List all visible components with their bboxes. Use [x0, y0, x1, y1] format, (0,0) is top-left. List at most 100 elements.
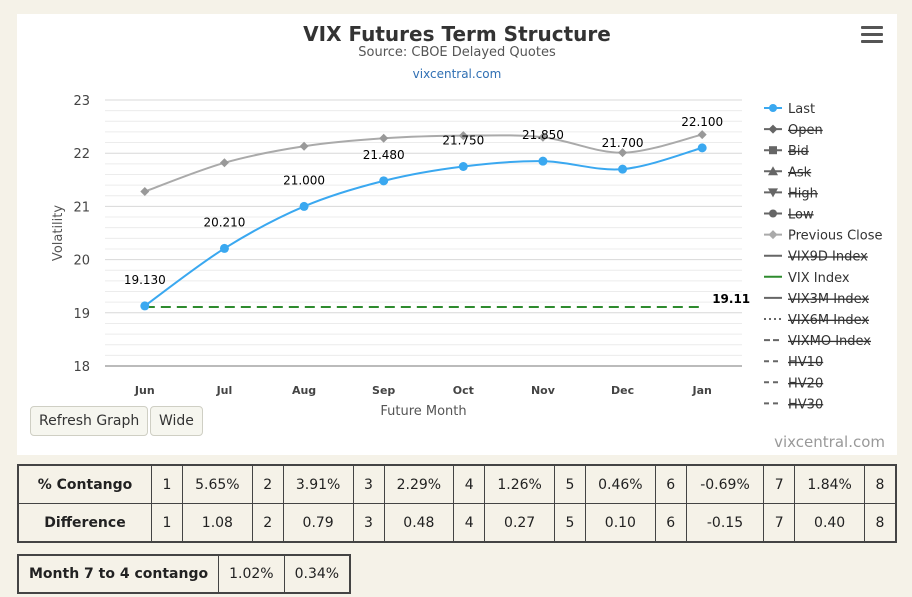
value-cell: 1.26%: [484, 464, 555, 504]
vix-index-label: 19.11: [712, 292, 750, 306]
legend-item-last[interactable]: Last: [764, 102, 815, 117]
value-cell: -0.15: [685, 503, 765, 543]
legend-item-high[interactable]: High: [764, 186, 818, 201]
legend-item-low[interactable]: Low: [764, 208, 814, 223]
value-cell: 1.84%: [794, 464, 865, 504]
y-tick-label: 20: [73, 254, 90, 269]
chart-title: VIX Futures Term Structure: [303, 22, 611, 46]
data-label: 21.700: [602, 136, 644, 150]
row-label: Difference: [17, 503, 152, 543]
last-point: [299, 201, 309, 211]
value-cell: 0.27: [484, 503, 555, 543]
legend-item-vix3m-index[interactable]: VIX3M Index: [764, 292, 869, 307]
value-cell: 0.40: [794, 503, 865, 543]
legend-label: Bid: [788, 144, 809, 159]
month-number-cell: 1: [151, 464, 183, 504]
month-number-cell: 2: [251, 464, 284, 504]
refresh-graph-button[interactable]: Refresh Graph: [30, 406, 149, 436]
legend-item-vix9d-index[interactable]: VIX9D Index: [764, 250, 868, 265]
legend-marker: [768, 124, 778, 134]
chart-subtitle: Source: CBOE Delayed Quotes: [358, 45, 556, 60]
previous-close-point: [379, 133, 389, 143]
last-point: [379, 176, 389, 186]
legend-item-hv10[interactable]: HV10: [764, 355, 823, 370]
legend-label: HV30: [788, 397, 823, 412]
legend-label: Last: [788, 102, 815, 117]
last-point: [538, 156, 548, 166]
y-tick-label: 18: [73, 360, 90, 375]
legend-marker: [768, 188, 778, 198]
value-cell: -0.69%: [685, 464, 765, 504]
data-label: 22.100: [681, 115, 723, 129]
month-number-cell: 3: [352, 464, 385, 504]
legend-item-vix-index[interactable]: VIX Index: [764, 271, 850, 286]
chart-panel: VIX Futures Term Structure Source: CBOE …: [17, 14, 897, 455]
row-label: % Contango: [17, 464, 152, 504]
table-row: Month 7 to 4 contango 1.02% 0.34%: [17, 554, 351, 594]
x-tick-label: Oct: [453, 384, 474, 397]
y-tick-label: 21: [73, 200, 90, 215]
last-point: [618, 164, 628, 174]
hamburger-menu-icon[interactable]: [861, 26, 883, 44]
month-number-cell: 2: [251, 503, 284, 543]
data-label: 20.210: [203, 215, 245, 229]
y-axis-title: Volatility: [51, 205, 66, 261]
previous-close-point: [697, 130, 707, 140]
site-link[interactable]: vixcentral.com: [412, 67, 502, 81]
legend-label: HV10: [788, 355, 823, 370]
legend-label: Ask: [788, 165, 812, 180]
legend-label: VIX3M Index: [788, 292, 869, 307]
legend-label: VIX9D Index: [788, 250, 868, 265]
legend-label: VIXMO Index: [788, 334, 871, 349]
x-tick-label: Jul: [216, 384, 233, 397]
month74-value-2: 0.34%: [283, 554, 351, 594]
x-tick-label: Aug: [292, 384, 316, 397]
legend-marker: [769, 146, 777, 155]
x-tick-label: Sep: [372, 384, 395, 397]
legend-item-vixmo-index[interactable]: VIXMO Index: [764, 334, 871, 349]
x-tick-label: Jan: [692, 384, 712, 397]
month-number-cell: 7: [763, 503, 796, 543]
month-number-cell: 7: [763, 464, 796, 504]
previous-close-point: [140, 187, 150, 197]
legend-item-open[interactable]: Open: [764, 123, 823, 138]
table-row: Difference 1 1.08 2 0.79 3 0.48 4 0.27 5 0.10 6 -0.1…: [17, 503, 897, 543]
last-point: [697, 143, 707, 153]
legend-item-hv30[interactable]: HV30: [764, 397, 823, 412]
table-row: % Contango 1 5.65% 2 3.91% 3 2.29% 4 1.26% 5 0.46%…: [17, 464, 897, 504]
legend-item-ask[interactable]: Ask: [764, 165, 812, 180]
x-tick-label: Nov: [531, 384, 556, 397]
legend-label: Previous Close: [788, 229, 883, 244]
legend-item-vix6m-index[interactable]: VIX6M Index: [764, 313, 869, 328]
month-7-to-4-table: Month 7 to 4 contango 1.02% 0.34%: [17, 554, 352, 594]
month-number-cell: 8: [864, 464, 897, 504]
last-line: [144, 146, 703, 307]
legend-label: Low: [788, 208, 814, 223]
credit-link[interactable]: vixcentral.com: [774, 433, 885, 451]
previous-close-point: [458, 131, 468, 141]
value-cell: 0.46%: [585, 464, 656, 504]
value-cell: 1.08: [182, 503, 253, 543]
month-number-cell: 3: [352, 503, 385, 543]
month-number-cell: 4: [453, 503, 486, 543]
x-tick-label: Jun: [134, 384, 155, 397]
legend-marker: [768, 166, 778, 176]
contango-table: % Contango 1 5.65% 2 3.91% 3 2.29% 4 1.26% 5 0.46%…: [17, 464, 897, 543]
legend-marker: [769, 104, 777, 112]
data-label: 19.130: [124, 273, 166, 287]
data-label: 21.750: [442, 134, 484, 148]
legend-label: VIX Index: [788, 271, 850, 286]
previous-close-point: [219, 158, 229, 168]
y-tick-label: 23: [73, 94, 90, 109]
legend-label: High: [788, 186, 818, 201]
wide-button[interactable]: Wide: [150, 406, 203, 436]
legend-marker: [769, 209, 777, 218]
last-point: [219, 243, 229, 253]
legend-item-previous-close[interactable]: Previous Close: [764, 229, 883, 244]
legend-item-hv20[interactable]: HV20: [764, 376, 823, 391]
legend-item-bid[interactable]: Bid: [764, 144, 809, 159]
legend-label: VIX6M Index: [788, 313, 869, 328]
term-structure-chart: 18 19 20 21 22 23 Jun Jul Aug Sep Oct Nov Dec Jan Futu…: [51, 94, 883, 419]
last-point: [458, 162, 468, 171]
data-label: 21.480: [363, 148, 405, 162]
